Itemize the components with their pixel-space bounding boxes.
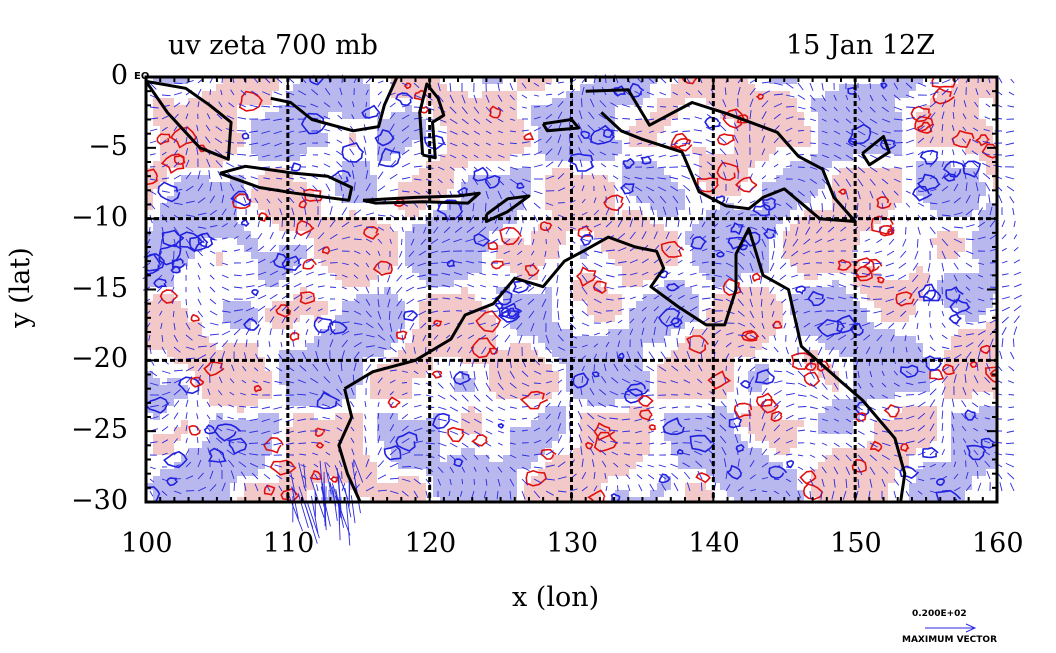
x-tick-label: 160: [972, 528, 1024, 559]
y-tick-label: −30: [71, 485, 128, 516]
vorticity-contours: [146, 77, 997, 502]
y-tick-label: −15: [71, 272, 128, 304]
y-tick-label: −5: [88, 130, 128, 162]
x-axis-label: x (lon): [512, 582, 600, 613]
x-tick-label: 120: [404, 528, 457, 559]
y-tick-label: −20: [71, 343, 128, 375]
y-axis-label: y (lat): [4, 247, 36, 328]
y-tick-label: −10: [71, 201, 128, 233]
axis-ticks: [145, 76, 998, 503]
x-tick-label: 100: [121, 528, 173, 559]
chart-title: uv zeta 700 mb: [168, 30, 378, 61]
y-tick-label: −25: [71, 414, 128, 446]
chart-date: 15 Jan 12Z: [786, 30, 935, 61]
x-tick-label: 130: [546, 528, 599, 559]
vector-key-arrow: [925, 623, 977, 633]
x-tick-label: 140: [688, 528, 740, 559]
equator-label: EQ: [134, 71, 150, 82]
x-tick-label: 150: [830, 528, 882, 559]
vector-key-caption: MAXIMUM VECTOR: [902, 635, 998, 645]
vector-key-value: 0.200E+02: [912, 609, 967, 619]
x-tick-label: 110: [262, 528, 315, 559]
y-tick-label: 0: [110, 60, 128, 91]
gridlines: [146, 77, 997, 502]
